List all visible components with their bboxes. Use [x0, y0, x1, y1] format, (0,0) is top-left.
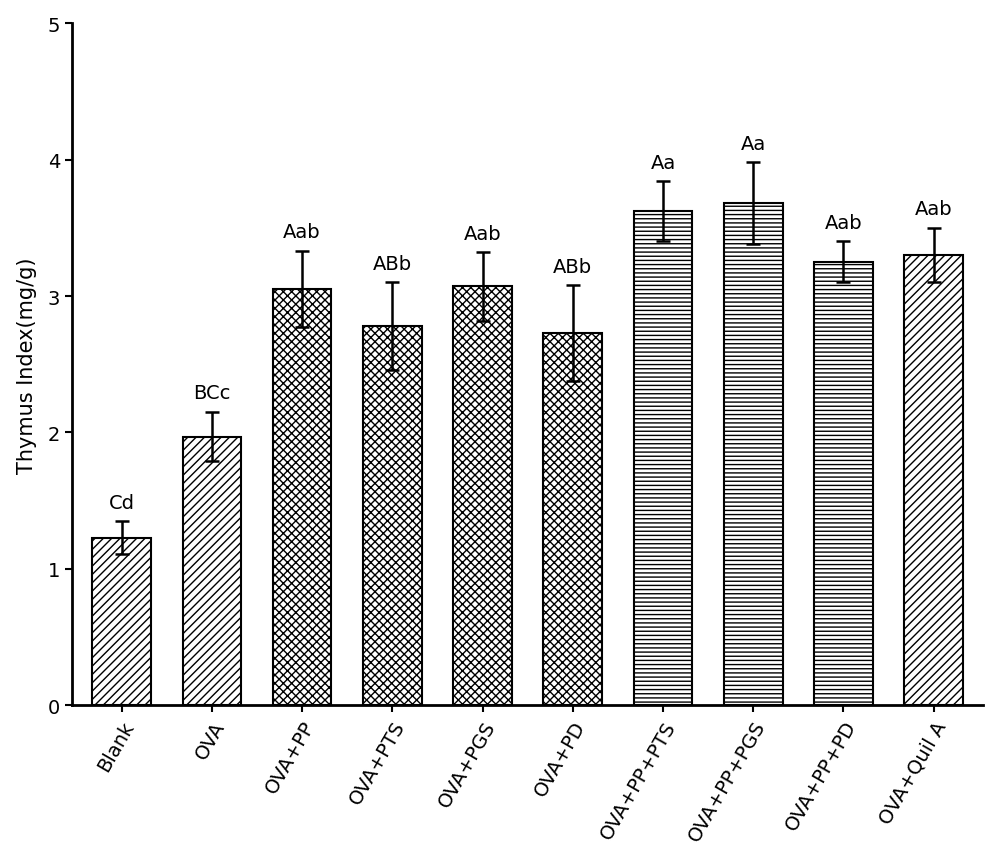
Text: ABb: ABb	[373, 255, 412, 274]
Bar	[273, 290, 331, 705]
Text: Aab: Aab	[464, 225, 501, 244]
Text: Aa: Aa	[650, 154, 676, 173]
Bar	[183, 437, 241, 705]
Bar	[92, 538, 151, 705]
Bar	[634, 212, 692, 705]
Y-axis label: Thymus Index(mg/g): Thymus Index(mg/g)	[17, 257, 37, 473]
Text: Aab: Aab	[915, 200, 953, 219]
Bar	[904, 256, 963, 705]
Bar	[543, 333, 602, 705]
Text: ABb: ABb	[553, 257, 592, 276]
Text: Aab: Aab	[825, 214, 862, 232]
Text: Aa: Aa	[741, 134, 766, 153]
Text: Cd: Cd	[109, 493, 135, 512]
Text: BCc: BCc	[193, 384, 231, 403]
Bar	[453, 288, 512, 705]
Bar	[724, 204, 783, 705]
Bar	[814, 263, 873, 705]
Bar	[363, 326, 422, 705]
Text: Aab: Aab	[283, 223, 321, 242]
